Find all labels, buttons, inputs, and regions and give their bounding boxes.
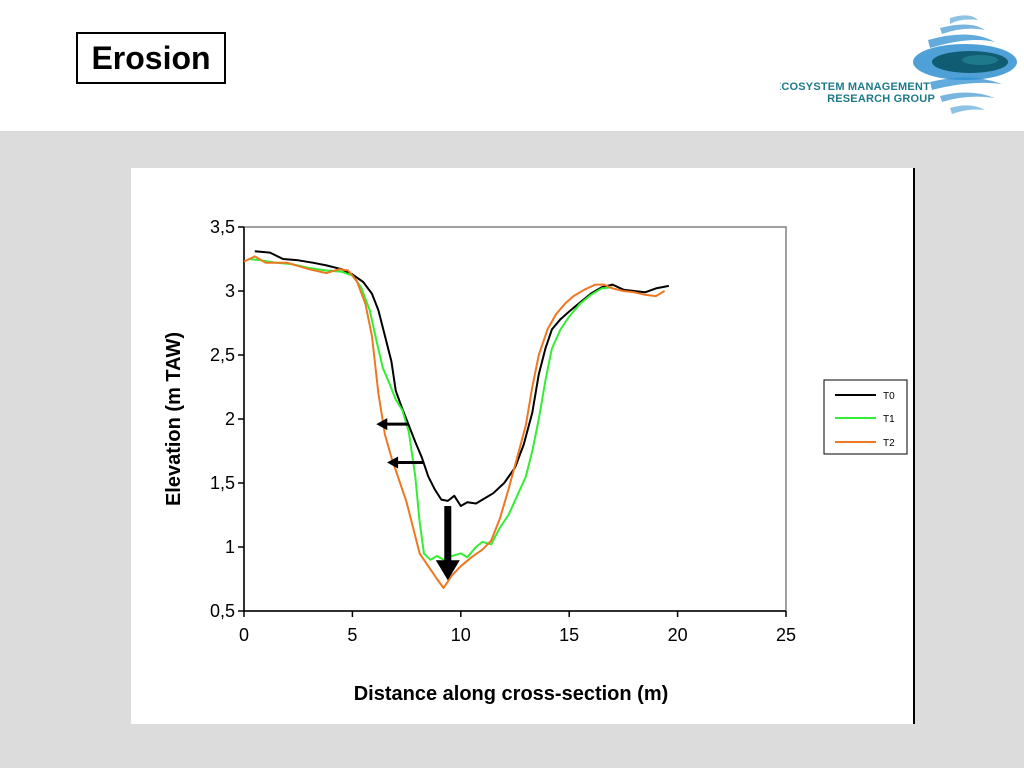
y-tick-label: 2: [225, 409, 235, 429]
erosion-arrow-left-icon: [376, 418, 388, 431]
x-tick-label: 10: [451, 625, 471, 645]
y-tick-label: 3: [225, 281, 235, 301]
vertical-divider-line: [913, 168, 915, 724]
ecosystem-management-logo: ECOSYSTEM MANAGEMENT RESEARCH GROUP: [780, 15, 1017, 114]
y-tick-label: 3,5: [210, 217, 235, 237]
series-line-t2: [243, 255, 666, 589]
x-tick-label: 20: [668, 625, 688, 645]
y-tick-label: 1,5: [210, 473, 235, 493]
x-tick-label: 5: [347, 625, 357, 645]
slide-title: Erosion: [91, 39, 211, 76]
legend: T0 T1 T2: [823, 379, 908, 455]
logo-line-1: ECOSYSTEM MANAGEMENT: [780, 81, 930, 93]
incision-arrow-shaft: [444, 506, 452, 563]
plot-area: [243, 226, 787, 612]
x-tick-label: 0: [239, 625, 249, 645]
chart-panel: 0,5 1 1,5 2 2,5 3 3,5 0 5 10 15 20 25 Distance along…: [131, 168, 914, 724]
x-tick-label: 25: [776, 625, 796, 645]
x-tick-label: 15: [559, 625, 579, 645]
y-tick-label: 2,5: [210, 345, 235, 365]
annotation-layer: [376, 418, 460, 581]
slide-title-box: Erosion: [76, 32, 226, 84]
y-tick-label: 1: [225, 537, 235, 557]
y-axis-title: Elevation (m TAW): [163, 332, 185, 506]
legend-label-t0: T0: [883, 391, 895, 402]
elevation-chart: 0,5 1 1,5 2 2,5 3 3,5 0 5 10 15 20 25 Distance along…: [163, 217, 908, 705]
y-tick-label: 0,5: [210, 601, 235, 621]
erosion-arrow-left-icon: [387, 456, 399, 469]
legend-label-t1: T1: [883, 414, 895, 425]
logo-line-2: RESEARCH GROUP: [827, 93, 935, 105]
legend-label-t2: T2: [883, 438, 895, 449]
x-axis-title: Distance along cross-section (m): [354, 683, 669, 705]
axes: 0,5 1 1,5 2 2,5 3 3,5 0 5 10 15 20 25: [210, 217, 796, 645]
swirl-logo-icon: [913, 15, 1017, 114]
series-layer: [243, 250, 670, 589]
slide-header: Erosion ECOSYSTEM MANAGEMENT RESEARCH GR…: [0, 0, 1024, 131]
incision-arrow-down-icon: [435, 560, 460, 581]
